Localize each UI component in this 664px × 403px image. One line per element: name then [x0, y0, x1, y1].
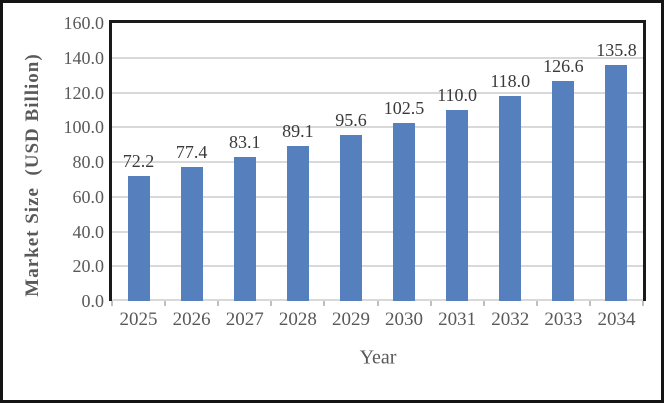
y-tick-label: 120.0	[63, 82, 105, 103]
x-tick-mark	[535, 301, 538, 306]
bar-2029	[339, 135, 362, 301]
x-tick-mark	[376, 301, 379, 306]
data-label-2028: 89.1	[282, 121, 314, 141]
x-tick-mark	[482, 301, 485, 306]
y-tick-label: 40.0	[72, 221, 105, 242]
data-label-2032: 118.0	[490, 71, 531, 91]
bar-2031	[446, 110, 469, 301]
y-tick-label: 140.0	[63, 47, 105, 68]
gridline	[112, 56, 643, 59]
bar-2025	[127, 176, 150, 301]
data-label-2025: 72.2	[122, 151, 155, 171]
x-tick-label-2033: 2033	[544, 309, 583, 330]
gridline	[112, 230, 643, 233]
y-tick-label: 80.0	[72, 152, 105, 172]
bar-2033	[552, 81, 575, 301]
x-tick-mark	[429, 301, 432, 306]
x-tick-mark	[164, 301, 167, 306]
x-tick-label-2031: 2031	[438, 309, 477, 330]
gridline	[112, 91, 643, 94]
x-tick-label-2030: 2030	[385, 309, 424, 330]
bar-2030	[393, 123, 416, 301]
x-tick-mark	[642, 301, 644, 306]
x-tick-label-2025: 2025	[119, 309, 158, 330]
x-tick-label-2032: 2032	[491, 309, 530, 330]
x-tick-label-2034: 2034	[597, 309, 636, 330]
data-label-2031: 110.0	[437, 85, 478, 105]
data-label-2026: 77.4	[175, 142, 208, 162]
data-label-2033: 126.6	[543, 56, 584, 76]
x-tick-label-2027: 2027	[225, 309, 264, 330]
x-tick-mark	[217, 301, 220, 306]
plot-area: 72.2 77.4 83.1 89.1 95.6 102.5 110.0 118.0 126.6…	[109, 20, 646, 301]
y-tick-label: 0.0	[81, 291, 105, 311]
bar-2027	[233, 157, 256, 301]
bar-2032	[499, 96, 522, 301]
data-label-2029: 95.6	[335, 110, 367, 130]
data-label-2027: 83.1	[229, 132, 261, 152]
y-tick-label: 20.0	[72, 256, 105, 277]
data-label-2034: 135.8	[596, 40, 637, 60]
gridline	[112, 265, 643, 268]
x-tick-label-2029: 2029	[331, 309, 370, 330]
x-axis-title: Year	[359, 346, 397, 369]
bar-2034	[605, 65, 628, 301]
x-tick-mark	[270, 301, 273, 306]
gridline	[112, 126, 643, 129]
bar-2028	[286, 146, 309, 301]
x-tick-label-2028: 2028	[278, 309, 317, 330]
y-tick-label: 160.0	[63, 13, 105, 33]
x-axis-line	[112, 299, 643, 301]
x-tick-label-2026: 2026	[172, 309, 211, 330]
x-tick-mark	[111, 301, 113, 306]
x-tick-mark	[588, 301, 591, 306]
gridline	[112, 195, 643, 198]
gridline	[112, 161, 643, 163]
y-tick-label: 60.0	[72, 186, 105, 207]
bar-2026	[180, 167, 203, 301]
data-label-2030: 102.5	[383, 98, 425, 118]
y-tick-label: 100.0	[63, 117, 105, 138]
x-tick-mark	[323, 301, 326, 306]
